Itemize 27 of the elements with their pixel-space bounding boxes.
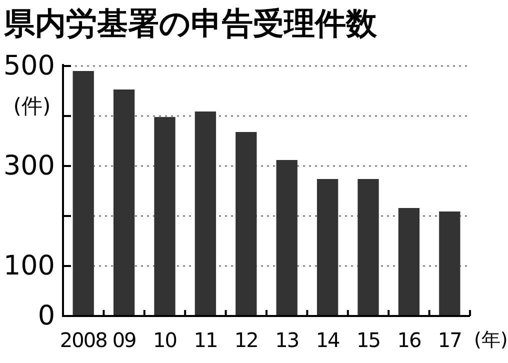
- y-tick-label: 100: [3, 250, 55, 282]
- y-tick-label: 300: [3, 150, 55, 182]
- y-tick-label: 500: [3, 50, 55, 82]
- chart-title: 県内労基署の申告受理件数: [3, 6, 378, 42]
- y-axis-title: (件): [13, 94, 51, 118]
- bar: [398, 208, 420, 316]
- x-tick-label: 13: [275, 328, 299, 352]
- x-tick-label: 16: [397, 328, 421, 352]
- x-tick-label: 2008: [60, 328, 108, 352]
- bar: [72, 71, 94, 316]
- x-tick-label: 11: [194, 328, 218, 352]
- x-axis-title: (年): [474, 329, 508, 351]
- x-tick-label: 14: [316, 328, 340, 352]
- bar: [236, 132, 257, 316]
- bar: [358, 179, 379, 316]
- bar: [439, 212, 460, 316]
- x-tick-label: 17: [438, 328, 462, 352]
- x-tick-label: 15: [356, 328, 380, 352]
- x-tick-label: 12: [234, 328, 258, 352]
- x-tick-label: 09: [112, 328, 136, 352]
- bar: [276, 160, 298, 316]
- bar: [316, 179, 338, 316]
- bar: [113, 90, 135, 316]
- y-tick-label: 0: [38, 300, 55, 332]
- bar: [154, 117, 176, 316]
- bar: [194, 112, 216, 316]
- x-tick-label: 10: [153, 328, 177, 352]
